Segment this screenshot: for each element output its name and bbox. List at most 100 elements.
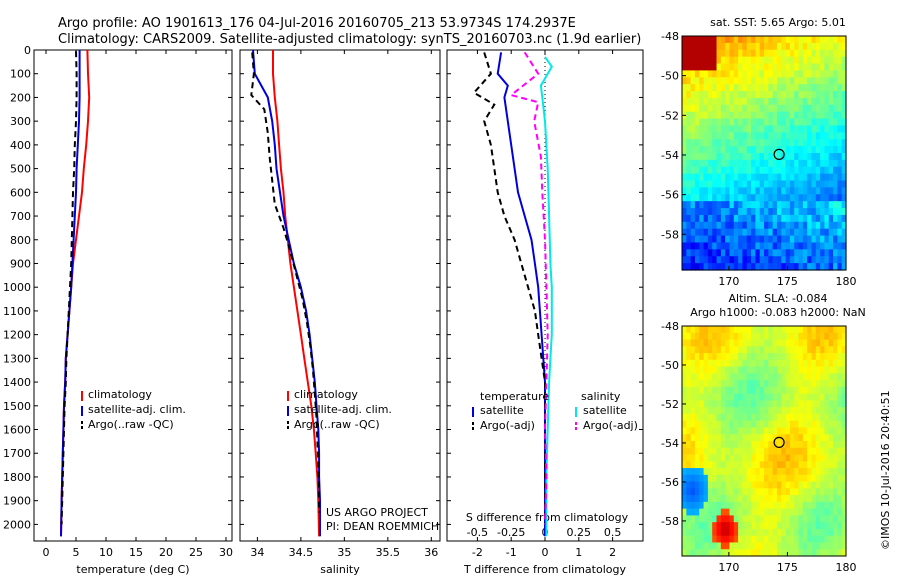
y-tick-label: 200 bbox=[10, 91, 31, 104]
map-cell bbox=[764, 373, 769, 381]
y-tick-label: 600 bbox=[10, 186, 31, 199]
map-cell bbox=[781, 201, 787, 209]
map-cell bbox=[729, 63, 735, 72]
map-cell bbox=[824, 42, 830, 51]
map-cell bbox=[807, 242, 813, 250]
map-cell bbox=[802, 366, 808, 374]
y-tick-label: 0 bbox=[24, 44, 31, 57]
map-cell bbox=[789, 180, 795, 189]
map-cell bbox=[690, 441, 696, 449]
map-cell bbox=[682, 413, 687, 422]
map-cell bbox=[811, 235, 817, 244]
map-cell bbox=[690, 84, 696, 92]
map-cell bbox=[746, 380, 752, 388]
map-cell bbox=[751, 542, 756, 550]
map-cell bbox=[802, 194, 808, 202]
map-cell bbox=[699, 380, 705, 388]
map-cell bbox=[759, 256, 765, 264]
map-cell bbox=[729, 111, 735, 120]
map-cell bbox=[703, 173, 709, 182]
map-cell bbox=[738, 332, 744, 341]
map-cell bbox=[720, 434, 726, 442]
map-cell bbox=[802, 549, 808, 557]
map-cell bbox=[759, 159, 765, 168]
map-cell bbox=[837, 447, 843, 456]
map-cell bbox=[785, 125, 791, 133]
map-cell bbox=[841, 468, 847, 476]
map-cell bbox=[776, 42, 782, 51]
x-tick-label: 10 bbox=[99, 546, 113, 559]
x-tick-label: 0 bbox=[542, 546, 549, 559]
map-cell bbox=[828, 413, 834, 422]
map-cell bbox=[759, 201, 765, 209]
map-cell bbox=[828, 208, 834, 216]
map-cell bbox=[768, 420, 774, 429]
map-cell bbox=[798, 434, 804, 442]
map-cell bbox=[703, 359, 709, 368]
map-cell bbox=[772, 214, 778, 223]
map-cell bbox=[781, 407, 787, 415]
map-cell bbox=[772, 515, 778, 523]
map-cell bbox=[768, 434, 774, 442]
map-cell bbox=[733, 104, 739, 113]
map-cell bbox=[712, 468, 718, 476]
map-cell bbox=[828, 159, 834, 168]
map-cell bbox=[738, 434, 744, 442]
map-cell bbox=[699, 427, 705, 435]
map-cell bbox=[802, 393, 808, 402]
map-cell bbox=[802, 326, 808, 334]
map-cell bbox=[820, 49, 826, 58]
map-cell bbox=[820, 359, 826, 368]
map-cell bbox=[781, 249, 787, 257]
map-cell bbox=[824, 91, 830, 99]
map-cell bbox=[690, 263, 696, 271]
x2-tick-label: -0.25 bbox=[497, 526, 525, 539]
map-cell bbox=[686, 366, 692, 374]
map-cell bbox=[707, 339, 713, 347]
map-cell bbox=[837, 332, 843, 341]
map-cell bbox=[841, 104, 847, 113]
map-cell bbox=[815, 434, 821, 442]
map-cell bbox=[725, 481, 731, 489]
map-cell bbox=[815, 77, 821, 85]
map-cell bbox=[703, 528, 709, 537]
map-cell bbox=[707, 427, 713, 435]
map-cell bbox=[802, 468, 808, 476]
map-cell bbox=[781, 495, 787, 503]
map-cell bbox=[703, 63, 709, 72]
map-cell bbox=[733, 235, 739, 244]
map-cell bbox=[811, 77, 817, 85]
map-cell bbox=[785, 481, 791, 489]
map-cell bbox=[690, 542, 696, 550]
map-cell bbox=[742, 49, 748, 58]
map-cell bbox=[738, 173, 744, 182]
map-cell bbox=[699, 166, 705, 175]
map-cell bbox=[820, 201, 826, 209]
map-cell bbox=[828, 77, 834, 85]
map-cell bbox=[798, 427, 804, 435]
map-cell bbox=[772, 235, 778, 244]
map-cell bbox=[699, 346, 705, 354]
map-cell bbox=[759, 139, 765, 147]
map-cell bbox=[789, 441, 795, 449]
map-cell bbox=[738, 49, 744, 58]
map-cell bbox=[768, 386, 774, 395]
x-tick-label: 0 bbox=[43, 546, 50, 559]
map-cell bbox=[833, 263, 838, 271]
map-cell bbox=[694, 256, 700, 264]
map-cell bbox=[733, 407, 739, 415]
map-cell bbox=[789, 70, 795, 78]
map-cell bbox=[794, 339, 800, 347]
map-cell bbox=[694, 180, 700, 189]
map-cell bbox=[815, 407, 821, 415]
map-cell bbox=[828, 111, 834, 120]
map-cell bbox=[725, 201, 731, 209]
map-cell bbox=[738, 468, 744, 476]
map-cell bbox=[712, 353, 718, 361]
map-cell bbox=[746, 97, 752, 106]
map-cell bbox=[755, 420, 761, 429]
map-cell bbox=[815, 461, 821, 469]
map-cell bbox=[733, 70, 739, 78]
map-cell bbox=[716, 373, 722, 381]
map-cell bbox=[772, 187, 778, 195]
